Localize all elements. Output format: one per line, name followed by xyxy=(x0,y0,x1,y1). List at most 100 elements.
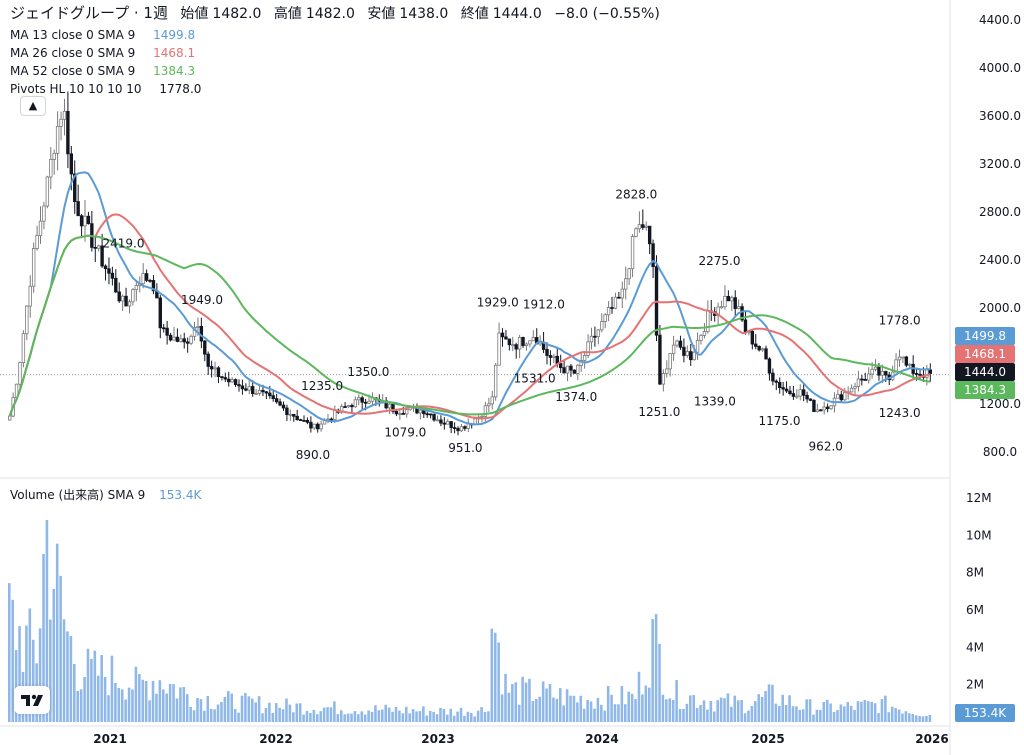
volume-bar xyxy=(360,711,364,722)
candle-body xyxy=(96,245,101,249)
volume-bar xyxy=(274,703,278,722)
candle-body xyxy=(801,389,806,396)
candle-body xyxy=(668,353,672,370)
volume-bar xyxy=(671,699,675,722)
open-value: 1482.0 xyxy=(212,6,262,22)
volume-bar xyxy=(316,714,319,722)
price-badge-label: 1499.8 xyxy=(964,329,1006,343)
candle-body xyxy=(839,394,844,401)
pivots-value: 1778.0 xyxy=(159,82,202,96)
ma52-legend[interactable]: MA 52 close 0 SMA 9 1384.3 xyxy=(10,62,199,80)
candle-body xyxy=(353,399,358,408)
time-tick-label: 2021 xyxy=(93,732,126,746)
chevron-up-icon[interactable]: ▲ xyxy=(20,96,46,116)
candle-body xyxy=(203,340,207,355)
volume-bar xyxy=(600,704,603,722)
pivot-label: 1374.0 xyxy=(555,390,597,404)
symbol-title[interactable]: ジェイドグループ · 1週 xyxy=(10,4,168,22)
pivot-label: 1929.0 xyxy=(477,296,519,310)
volume-bar xyxy=(699,705,702,722)
candle-body xyxy=(582,355,587,361)
candle-body xyxy=(302,420,306,422)
volume-bar xyxy=(641,694,644,722)
volume-bar xyxy=(100,655,103,722)
candle-body xyxy=(699,335,703,341)
candle-body xyxy=(637,224,642,230)
candle-body xyxy=(808,398,813,401)
volume-bar xyxy=(805,699,808,722)
volume-bar xyxy=(651,619,654,722)
volume-bar xyxy=(904,711,908,722)
candle-body xyxy=(216,367,221,377)
volume-bar xyxy=(884,695,887,722)
volume-bar xyxy=(339,710,343,722)
candle-body xyxy=(442,422,447,425)
price-tick-label: 800.0 xyxy=(983,445,1017,459)
volume-bar xyxy=(459,707,463,722)
price-tick-label: 4400.0 xyxy=(979,13,1021,27)
volume-bar xyxy=(877,713,880,722)
candle-body xyxy=(757,345,761,351)
volume-bar xyxy=(593,708,596,722)
pivots-legend[interactable]: Pivots HL 10 10 10 10 1778.0 xyxy=(10,80,205,98)
ma26-legend[interactable]: MA 26 close 0 SMA 9 1468.1 xyxy=(10,44,199,62)
volume-bar xyxy=(798,709,802,722)
candle-body xyxy=(463,426,467,429)
volume-bar xyxy=(654,614,658,722)
candle-body xyxy=(418,409,423,414)
volume-bar xyxy=(480,707,483,722)
volume-legend[interactable]: Volume (出来高) SMA 9 153.4K xyxy=(10,486,205,504)
volume-bar xyxy=(227,691,230,722)
candle-body xyxy=(257,389,262,394)
volume-bar xyxy=(579,695,583,722)
volume-bar xyxy=(754,701,757,722)
ma13-legend[interactable]: MA 13 close 0 SMA 9 1499.8 xyxy=(10,26,199,44)
volume-bar xyxy=(658,643,661,722)
volume-bar xyxy=(470,713,473,722)
candle-body xyxy=(18,362,22,385)
volume-bar xyxy=(141,679,145,722)
high-label: 高値 xyxy=(273,6,302,22)
volume-bar xyxy=(278,707,281,722)
volume-bar xyxy=(466,711,470,722)
price-badge-label: 1384.3 xyxy=(964,383,1006,397)
candle-body xyxy=(131,289,135,303)
candle-body xyxy=(771,372,775,382)
price-tick-label: 1200.0 xyxy=(979,397,1021,411)
candle-body xyxy=(774,380,778,383)
volume-bar xyxy=(706,709,709,722)
volume-bar xyxy=(336,714,340,722)
volume-bar xyxy=(538,696,542,722)
candle-body xyxy=(877,366,881,376)
candle-body xyxy=(333,409,337,420)
volume-bar xyxy=(148,700,151,722)
candle-body xyxy=(179,338,183,342)
candle-body xyxy=(42,205,46,222)
volume-bar xyxy=(165,693,168,722)
volume-bar xyxy=(18,626,21,722)
volume-bar xyxy=(586,699,589,722)
volume-tick-label: 8M xyxy=(966,566,984,580)
candle-body xyxy=(778,381,782,388)
pivot-label: 1175.0 xyxy=(759,414,801,428)
candle-body xyxy=(45,176,50,207)
candle-body xyxy=(127,301,132,307)
volume-bar xyxy=(747,710,750,722)
candle-body xyxy=(531,337,536,342)
ma13-value: 1499.8 xyxy=(153,28,196,42)
candle-body xyxy=(278,401,282,406)
volume-bar xyxy=(322,707,326,722)
tradingview-logo-icon[interactable] xyxy=(14,686,50,714)
candle-body xyxy=(545,349,549,356)
candle-body xyxy=(603,314,607,322)
candle-body xyxy=(298,419,303,421)
candle-body xyxy=(781,387,785,390)
volume-bar xyxy=(726,693,730,722)
candle-body xyxy=(391,403,395,412)
volume-bar xyxy=(908,713,911,722)
price-tick-label: 2000.0 xyxy=(979,301,1021,315)
volume-bar xyxy=(381,709,384,722)
candle-body xyxy=(884,371,888,376)
candle-body xyxy=(387,403,392,409)
